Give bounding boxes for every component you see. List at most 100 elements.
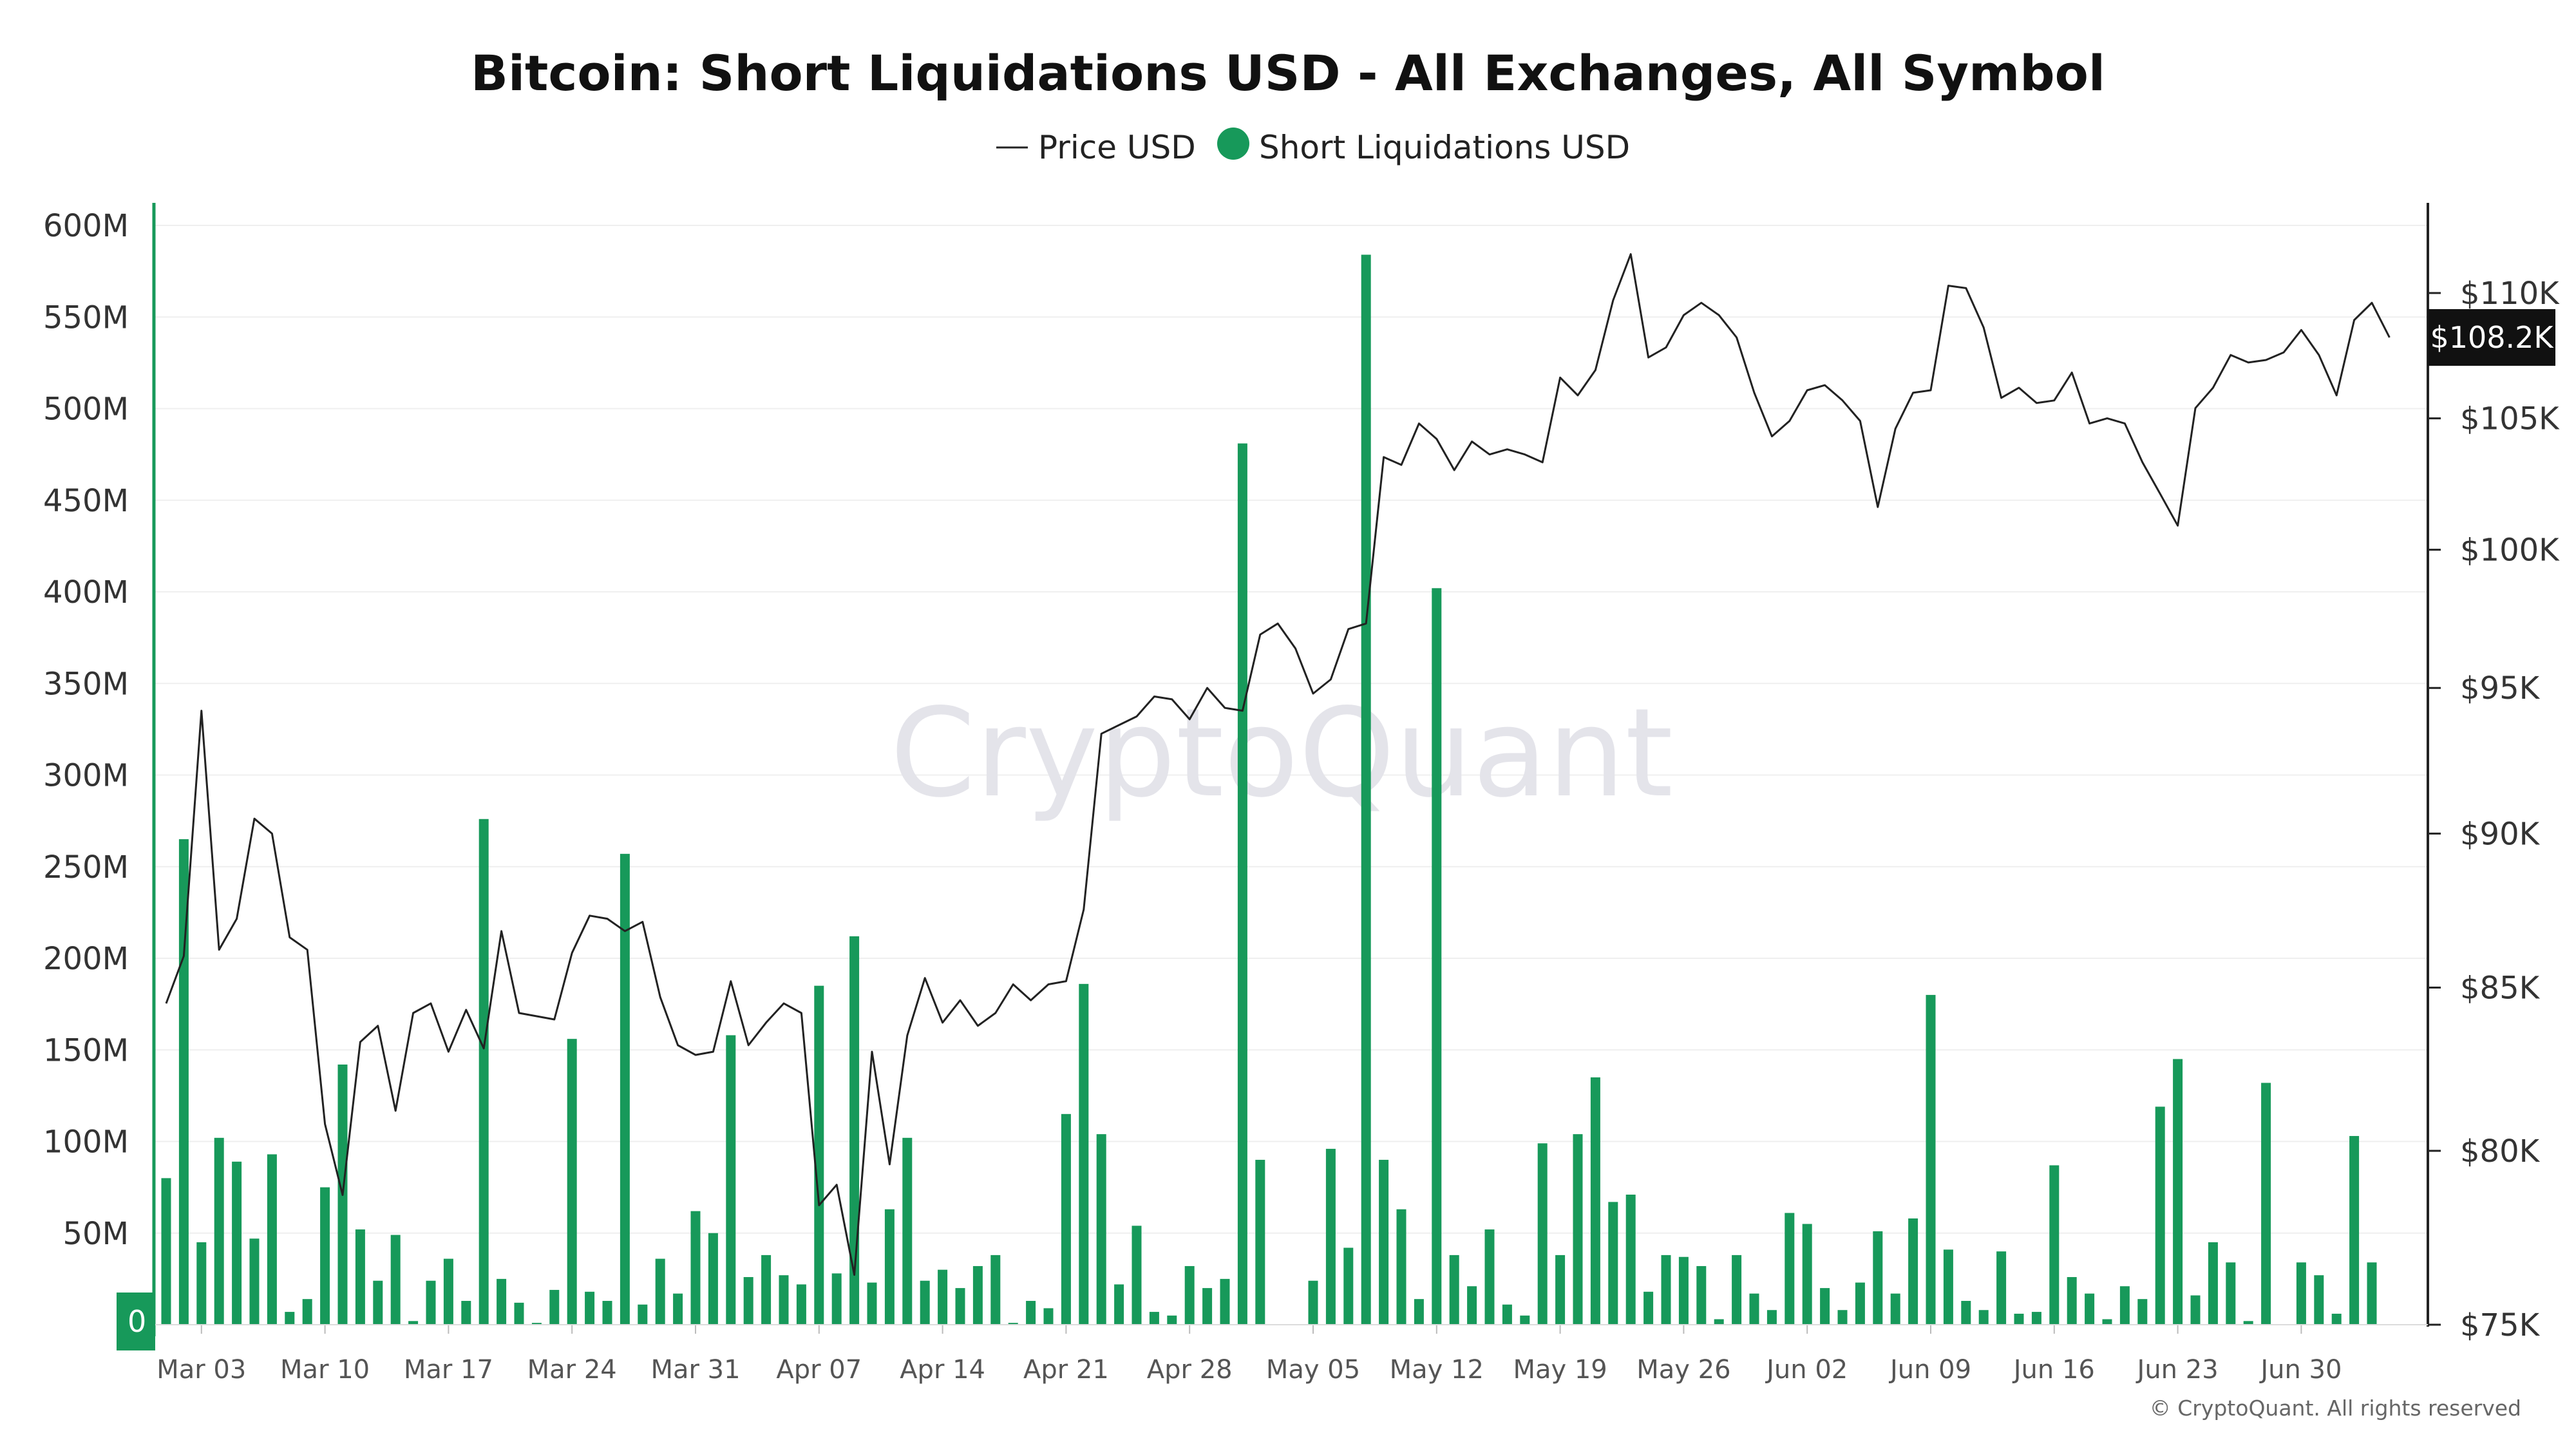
bar-short-liquidations[interactable] (1961, 1301, 1971, 1325)
bar-short-liquidations[interactable] (1926, 994, 1936, 1325)
bar-short-liquidations[interactable] (1855, 1282, 1865, 1325)
bar-short-liquidations[interactable] (884, 1209, 895, 1325)
bar-short-liquidations[interactable] (426, 1280, 436, 1325)
bar-short-liquidations[interactable] (673, 1293, 683, 1325)
bar-short-liquidations[interactable] (1008, 1323, 1018, 1325)
bar-short-liquidations[interactable] (355, 1229, 365, 1325)
bar-short-liquidations[interactable] (1096, 1134, 1106, 1325)
bar-short-liquidations[interactable] (902, 1137, 913, 1325)
bar-short-liquidations[interactable] (1996, 1251, 2007, 1325)
bar-short-liquidations[interactable] (690, 1211, 701, 1325)
bar-short-liquidations[interactable] (1555, 1255, 1566, 1325)
bar-short-liquidations[interactable] (2296, 1262, 2306, 1325)
bar-short-liquidations[interactable] (743, 1277, 753, 1325)
bar-short-liquidations[interactable] (1396, 1209, 1406, 1325)
bar-short-liquidations[interactable] (1696, 1265, 1707, 1325)
bar-short-liquidations[interactable] (1943, 1249, 1953, 1325)
bar-short-liquidations[interactable] (1202, 1288, 1213, 1325)
bar-short-liquidations[interactable] (1379, 1159, 1389, 1325)
bar-short-liquidations[interactable] (2119, 1286, 2130, 1325)
bar-short-liquidations[interactable] (2085, 1293, 2095, 1325)
bar-short-liquidations[interactable] (1837, 1310, 1848, 1325)
bar-short-liquidations[interactable] (2049, 1165, 2060, 1325)
bar-short-liquidations[interactable] (1678, 1256, 1689, 1325)
bar-short-liquidations[interactable] (1908, 1218, 1918, 1325)
bar-short-liquidations[interactable] (920, 1280, 930, 1325)
bar-short-liquidations[interactable] (990, 1255, 1001, 1325)
bar-short-liquidations[interactable] (1167, 1315, 1177, 1325)
bar-short-liquidations[interactable] (1132, 1226, 1142, 1325)
bar-short-liquidations[interactable] (1749, 1293, 1759, 1325)
bar-short-liquidations[interactable] (514, 1302, 524, 1325)
bar-short-liquidations[interactable] (1432, 588, 1442, 1325)
bar-short-liquidations[interactable] (1643, 1291, 1654, 1325)
bar-short-liquidations[interactable] (1732, 1255, 1742, 1325)
bar-short-liquidations[interactable] (2173, 1059, 2183, 1325)
bar-short-liquidations[interactable] (1220, 1278, 1230, 1325)
bar-short-liquidations[interactable] (2226, 1262, 2236, 1325)
bar-short-liquidations[interactable] (2367, 1262, 2377, 1325)
bar-short-liquidations[interactable] (1237, 443, 1247, 1325)
bar-short-liquidations[interactable] (1537, 1143, 1548, 1325)
bar-short-liquidations[interactable] (567, 1039, 577, 1325)
bar-short-liquidations[interactable] (443, 1258, 453, 1325)
bar-short-liquidations[interactable] (938, 1269, 948, 1325)
price-line[interactable] (165, 253, 2391, 1276)
bar-short-liquidations[interactable] (585, 1291, 595, 1325)
bar-short-liquidations[interactable] (1873, 1231, 1883, 1325)
bar-short-liquidations[interactable] (549, 1289, 560, 1325)
bar-short-liquidations[interactable] (214, 1137, 224, 1325)
bar-short-liquidations[interactable] (497, 1278, 507, 1325)
bar-short-liquidations[interactable] (2349, 1135, 2360, 1325)
bar-short-liquidations[interactable] (2331, 1313, 2342, 1325)
bar-short-liquidations[interactable] (390, 1235, 401, 1325)
bar-short-liquidations[interactable] (2314, 1275, 2324, 1325)
bar-short-liquidations[interactable] (1802, 1224, 1812, 1325)
bar-short-liquidations[interactable] (2102, 1319, 2112, 1325)
bar-short-liquidations[interactable] (1414, 1299, 1424, 1325)
bar-short-liquidations[interactable] (1449, 1255, 1459, 1325)
bar-short-liquidations[interactable] (2155, 1106, 2165, 1325)
bar-short-liquidations[interactable] (708, 1233, 718, 1325)
bar-short-liquidations[interactable] (1625, 1195, 1636, 1325)
bar-short-liquidations[interactable] (1325, 1148, 1336, 1325)
bar-short-liquidations[interactable] (1043, 1308, 1054, 1325)
bar-short-liquidations[interactable] (302, 1299, 312, 1325)
bar-short-liquidations[interactable] (620, 853, 630, 1325)
bar-short-liquidations[interactable] (1026, 1301, 1036, 1325)
bar-short-liquidations[interactable] (1661, 1255, 1671, 1325)
bar-short-liquidations[interactable] (1978, 1310, 1989, 1325)
bar-short-liquidations[interactable] (831, 1273, 842, 1325)
bar-short-liquidations[interactable] (478, 819, 489, 1325)
bar-short-liquidations[interactable] (320, 1187, 330, 1325)
bar-short-liquidations[interactable] (1608, 1202, 1618, 1325)
bar-short-liquidations[interactable] (761, 1255, 772, 1325)
bar-short-liquidations[interactable] (2137, 1299, 2148, 1325)
bar-short-liquidations[interactable] (2208, 1242, 2218, 1325)
legend-item-short-liquidations[interactable]: Short Liquidations USD (1217, 128, 1630, 166)
bar-short-liquidations[interactable] (1520, 1315, 1530, 1325)
bar-short-liquidations[interactable] (249, 1238, 260, 1325)
bar-short-liquidations[interactable] (1820, 1288, 1830, 1325)
bar-short-liquidations[interactable] (2190, 1295, 2201, 1325)
bar-short-liquidations[interactable] (1308, 1280, 1318, 1325)
bar-short-liquidations[interactable] (461, 1301, 471, 1325)
bar-short-liquidations[interactable] (2261, 1083, 2271, 1325)
bar-short-liquidations[interactable] (972, 1265, 983, 1325)
bar-short-liquidations[interactable] (161, 1178, 171, 1325)
bar-short-liquidations[interactable] (1149, 1312, 1159, 1325)
bar-short-liquidations[interactable] (1590, 1077, 1600, 1325)
bar-short-liquidations[interactable] (408, 1321, 419, 1325)
bar-short-liquidations[interactable] (1484, 1229, 1495, 1325)
bar-short-liquidations[interactable] (531, 1323, 542, 1325)
bar-short-liquidations[interactable] (373, 1280, 383, 1325)
bar-short-liquidations[interactable] (1255, 1159, 1265, 1325)
bar-short-liquidations[interactable] (1502, 1304, 1512, 1325)
bar-short-liquidations[interactable] (779, 1275, 789, 1325)
bar-short-liquidations[interactable] (1061, 1113, 1071, 1325)
bar-short-liquidations[interactable] (655, 1258, 665, 1325)
bar-short-liquidations[interactable] (1785, 1213, 1795, 1325)
bar-short-liquidations[interactable] (196, 1242, 207, 1325)
legend-item-price[interactable]: Price USD (996, 129, 1196, 166)
bar-short-liquidations[interactable] (267, 1154, 277, 1325)
